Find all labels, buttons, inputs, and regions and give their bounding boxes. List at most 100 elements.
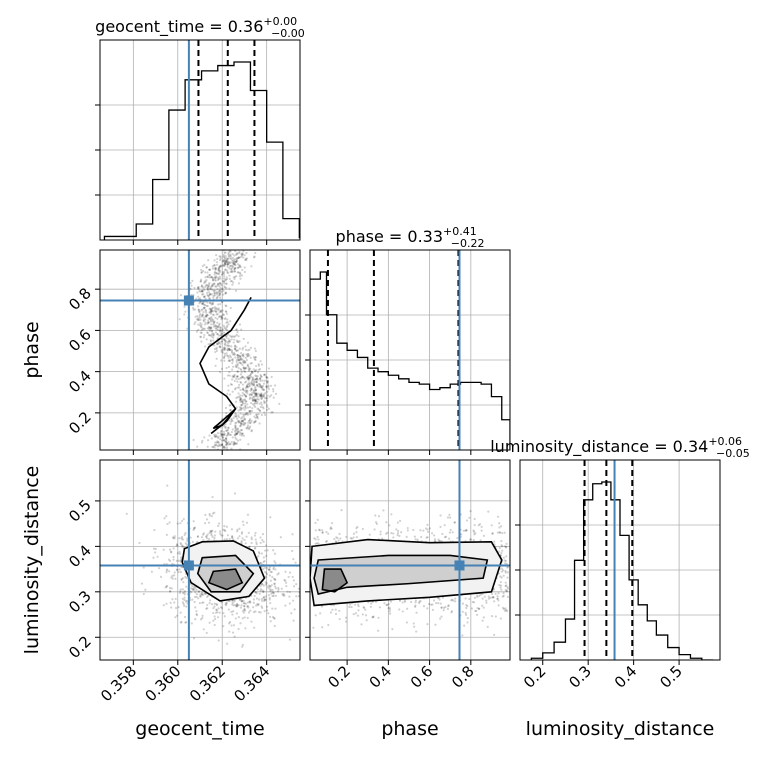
sample-point	[329, 526, 332, 529]
sample-point	[236, 537, 239, 540]
sample-point	[205, 338, 208, 341]
sample-point	[208, 285, 211, 288]
sample-point	[491, 532, 494, 535]
sample-point	[248, 348, 251, 351]
sample-point	[208, 327, 211, 331]
sample-point	[210, 315, 213, 319]
sample-point	[236, 417, 239, 421]
x-tick-label: 0.4	[611, 662, 641, 692]
sample-point	[230, 624, 233, 627]
sample-point	[265, 571, 268, 574]
sample-point	[254, 591, 257, 594]
sample-point	[248, 409, 251, 413]
sample-point	[215, 609, 218, 612]
sample-point	[249, 374, 252, 377]
sample-point	[227, 431, 230, 434]
sample-point	[248, 419, 251, 422]
sample-point	[224, 327, 227, 330]
sample-point	[505, 589, 508, 592]
sample-point	[202, 601, 205, 604]
sample-point	[181, 519, 184, 523]
sample-point	[245, 427, 248, 430]
sample-point	[201, 617, 204, 620]
sample-point	[222, 331, 226, 334]
sample-point	[239, 398, 243, 401]
sample-point	[180, 565, 183, 569]
sample-point	[450, 599, 453, 602]
sample-point	[234, 289, 238, 292]
sample-point	[235, 345, 238, 349]
sample-point	[247, 385, 250, 388]
sample-point	[314, 538, 317, 541]
sample-point	[179, 588, 182, 591]
sample-point	[482, 616, 485, 619]
sample-point	[258, 422, 261, 425]
sample-point	[474, 532, 477, 535]
sample-point	[227, 339, 231, 343]
sample-point	[217, 325, 220, 328]
sample-point	[291, 533, 294, 536]
sample-point	[288, 595, 291, 598]
sample-point	[243, 361, 246, 364]
sample-point	[223, 338, 226, 342]
histogram-luminosity_distance	[520, 460, 720, 660]
sample-point	[193, 527, 196, 530]
sample-point	[498, 546, 501, 550]
sample-point	[234, 426, 237, 430]
sample-point	[208, 621, 211, 624]
sample-point	[260, 397, 263, 400]
sample-point	[224, 341, 227, 344]
sample-point	[224, 529, 227, 533]
sample-point	[235, 612, 238, 615]
sample-point	[257, 363, 260, 366]
sample-point	[219, 302, 222, 306]
sample-point	[207, 325, 211, 329]
sample-point	[199, 318, 202, 321]
sample-point	[216, 603, 219, 607]
sample-point	[195, 330, 199, 333]
sample-point	[217, 639, 220, 642]
sample-point	[223, 338, 226, 341]
sample-point	[196, 315, 199, 318]
sample-point	[201, 313, 204, 316]
sample-point	[227, 443, 230, 446]
sample-point	[247, 606, 250, 609]
sample-point	[481, 604, 484, 607]
sample-point	[181, 538, 185, 541]
sample-point	[243, 408, 246, 411]
sample-point	[237, 616, 240, 619]
sample-point	[216, 445, 219, 448]
sample-point	[214, 444, 217, 447]
sample-point	[235, 261, 238, 264]
sample-point	[215, 272, 218, 275]
sample-point	[216, 440, 219, 443]
sample-point	[325, 530, 328, 534]
sample-point	[386, 531, 389, 534]
sample-point	[222, 324, 225, 327]
sample-point	[242, 413, 245, 416]
sample-point	[250, 388, 253, 391]
sample-point	[200, 441, 204, 444]
sample-point	[204, 592, 207, 596]
sample-point	[216, 295, 219, 298]
sample-point	[220, 442, 224, 446]
sample-point	[201, 313, 204, 316]
sample-point	[240, 422, 243, 425]
sample-point	[226, 262, 230, 265]
sample-point	[231, 631, 235, 634]
sample-point	[255, 597, 259, 600]
sample-point	[241, 537, 244, 540]
sample-point	[212, 310, 215, 313]
sample-point	[243, 389, 246, 392]
sample-point	[224, 286, 227, 289]
sample-point	[222, 349, 225, 352]
sample-point	[456, 536, 459, 540]
sample-point	[248, 409, 251, 413]
sample-point	[225, 282, 228, 286]
sample-point	[249, 372, 253, 375]
sample-point	[224, 254, 227, 258]
sample-point	[206, 331, 209, 334]
sample-point	[180, 578, 183, 582]
sample-point	[385, 603, 388, 607]
panel-title: geocent_time = 0.36+0.00 −0.00	[95, 15, 305, 40]
